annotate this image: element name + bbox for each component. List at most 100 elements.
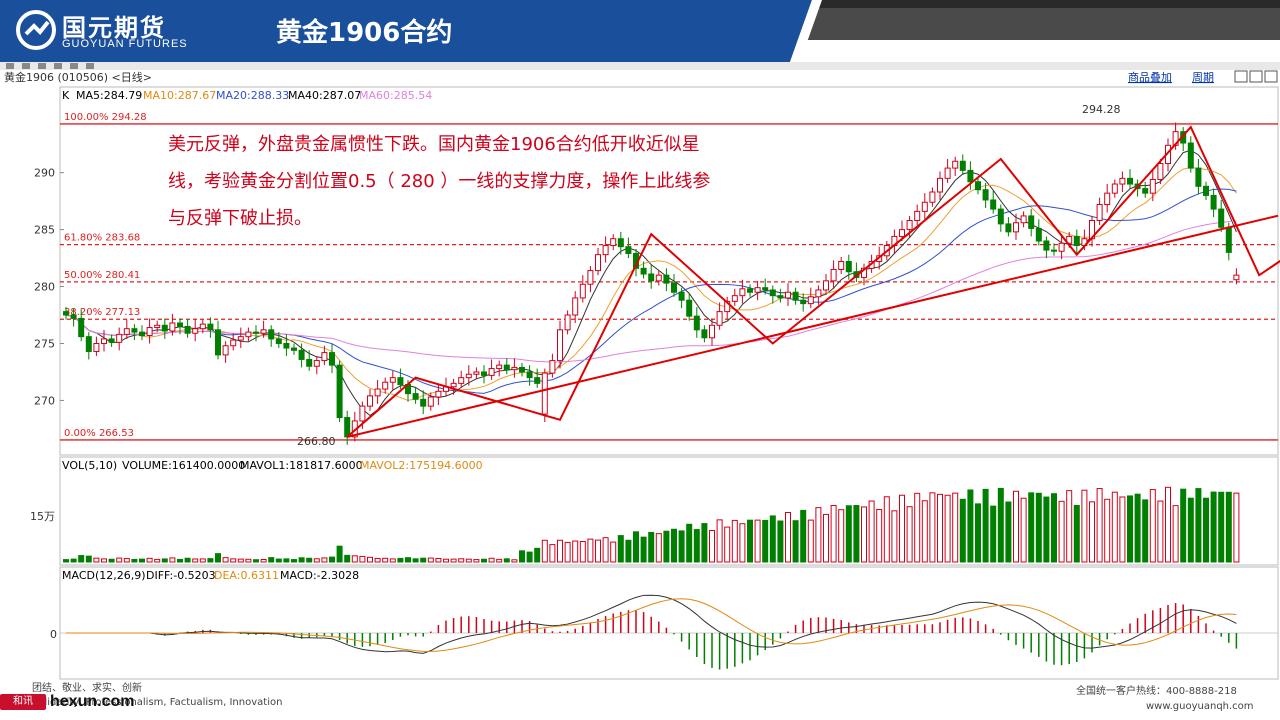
candle-body <box>921 201 928 212</box>
candle-body <box>496 364 503 370</box>
candle-body <box>1028 215 1035 229</box>
candle-body <box>481 371 487 376</box>
volume-bar <box>602 537 609 563</box>
volume-bar <box>937 493 943 563</box>
volume-bar <box>481 558 487 563</box>
volume-bar <box>1096 488 1103 563</box>
volume-bar <box>1180 488 1187 563</box>
legend-dea: DEA:0.6311 <box>214 569 279 582</box>
candle-body <box>93 342 100 352</box>
volume-bar <box>944 494 951 563</box>
candle-body <box>321 352 328 362</box>
volume-bar <box>731 519 738 563</box>
volume-bar <box>929 492 936 563</box>
volume-bar <box>275 558 282 563</box>
volume-bar <box>344 554 351 563</box>
volume-bar <box>298 557 305 563</box>
volume-bar <box>131 558 138 563</box>
candle-body <box>397 377 404 385</box>
candle-body <box>169 322 176 332</box>
volume-bar <box>625 539 632 563</box>
legend-ma10: MA10:287.67 <box>143 89 216 102</box>
candle-body <box>785 291 791 299</box>
candle-body <box>587 270 594 285</box>
volume-bar <box>617 535 624 563</box>
volume-bar <box>921 500 928 563</box>
volume-bar <box>564 541 571 563</box>
candle-body <box>549 360 556 374</box>
candle-body <box>161 324 168 332</box>
volume-bar <box>807 519 814 563</box>
candle-body <box>602 245 609 256</box>
candle-body <box>1225 226 1232 253</box>
volume-bar <box>313 558 320 563</box>
volume-bar <box>321 557 328 563</box>
candle-body <box>1119 177 1126 185</box>
candle-body <box>237 336 244 341</box>
legend-macd: MACD(12,26,9) <box>62 569 146 582</box>
slide-header: 国元期货 GUOYUAN FUTURES 黄金1906合约 <box>0 0 1280 62</box>
volume-bar <box>648 531 655 563</box>
candle-body <box>511 366 518 371</box>
candle-body <box>1203 185 1209 196</box>
toolbar-icons[interactable] <box>6 63 94 69</box>
volume-bar <box>595 539 601 563</box>
volume-bar <box>1187 497 1194 563</box>
candle-body <box>435 390 442 398</box>
volume-bar <box>63 559 69 563</box>
volume-bar <box>868 500 875 563</box>
candle-body <box>640 267 647 275</box>
volume-bar <box>792 520 799 563</box>
window-control-icons[interactable] <box>1234 70 1278 83</box>
volume-bar <box>268 557 275 563</box>
candle-body <box>1051 249 1057 252</box>
candle-body <box>716 311 723 326</box>
volume-bar <box>777 520 784 563</box>
volume-bar <box>123 558 130 563</box>
candle-body <box>1096 204 1103 221</box>
candle-body <box>101 338 107 344</box>
macd-dea-line <box>66 598 1237 652</box>
candle-body <box>959 160 966 171</box>
candle-body <box>975 181 981 191</box>
candle-body <box>184 325 191 334</box>
volume-bar <box>260 558 267 563</box>
volume-bar <box>1172 505 1179 563</box>
annotation-line-3: 与反弹下破止损。 <box>168 208 312 229</box>
volume-bar <box>1233 492 1240 563</box>
candle-body <box>838 260 845 270</box>
candle-body <box>678 291 685 301</box>
candle-body <box>1043 240 1050 251</box>
candle-body <box>519 366 525 373</box>
candle-body <box>762 287 769 291</box>
volume-bar <box>1066 490 1073 563</box>
volume-bar <box>397 557 404 563</box>
watermark-text: hexun.com <box>50 693 135 710</box>
volume-bar <box>541 539 548 563</box>
volume-bar <box>610 541 617 563</box>
candle-body <box>997 208 1004 225</box>
period-button[interactable]: 周期 <box>1192 71 1214 84</box>
volume-bar <box>283 558 290 563</box>
candle-body <box>830 268 837 282</box>
volume-bar <box>1073 504 1080 563</box>
volume-bar <box>473 559 480 563</box>
overlay-button[interactable]: 商品叠加 <box>1128 70 1172 84</box>
candle-body <box>769 289 776 297</box>
volume-bar <box>952 492 959 563</box>
volume-bar <box>1119 496 1126 563</box>
volume-bar <box>1127 495 1133 563</box>
volume-bar <box>503 558 510 563</box>
candle-body <box>268 329 275 340</box>
candle-body <box>344 417 351 438</box>
y-tick-label: 270 <box>34 394 55 407</box>
info-bar <box>0 70 1280 86</box>
volume-bar <box>108 558 115 563</box>
volume-bar <box>230 558 237 563</box>
legend-mavol1: MAVOL1:181817.6000 <box>240 459 363 472</box>
volume-bar <box>139 558 145 563</box>
volume-bar <box>420 557 427 563</box>
high-price-label: 294.28 <box>1082 103 1121 116</box>
candle-body <box>990 199 997 210</box>
volume-bar <box>549 544 556 563</box>
